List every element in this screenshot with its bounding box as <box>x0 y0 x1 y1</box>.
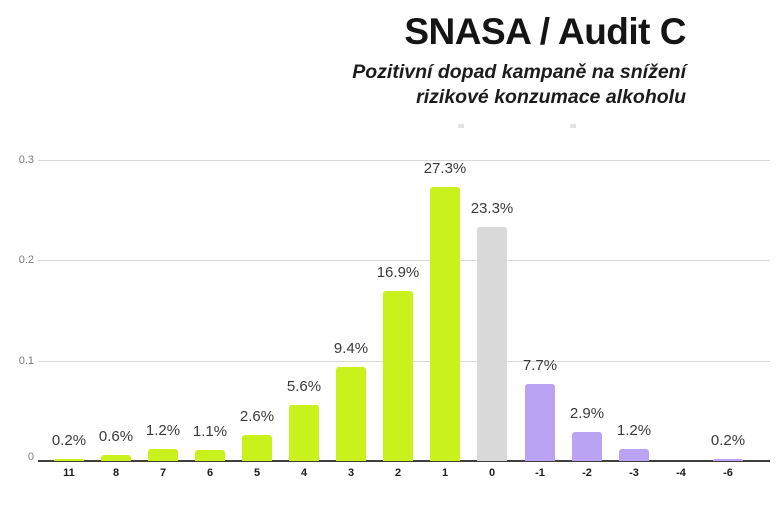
bar <box>54 459 84 461</box>
page-title: SNASA / Audit C <box>404 11 686 52</box>
y-tick-label: 0.1 <box>18 354 34 367</box>
x-tick-label: 0 <box>488 467 496 479</box>
bar <box>525 384 555 461</box>
x-tick-label: -2 <box>582 467 592 479</box>
x-tick-label: 6 <box>206 467 214 479</box>
bar <box>148 449 178 461</box>
gridline <box>38 260 770 261</box>
x-tick-label: -6 <box>723 467 733 479</box>
x-tick-label: 8 <box>112 467 120 479</box>
bar-value-label: 23.3% <box>470 200 514 217</box>
bar-value-label: 7.7% <box>522 357 558 374</box>
x-tick-label: 7 <box>159 467 167 479</box>
x-tick-label: -4 <box>676 467 686 479</box>
bar-value-label: 1.2% <box>145 422 181 439</box>
y-tick-label: 0 <box>27 451 34 463</box>
x-tick-label: -3 <box>629 467 639 479</box>
bar-value-label: 2.9% <box>569 405 605 422</box>
x-tick-label: 2 <box>394 467 402 479</box>
legend <box>0 124 778 132</box>
y-tick-label: 0.2 <box>18 254 34 267</box>
bar-value-label: 0.2% <box>51 432 87 449</box>
bar <box>195 450 225 461</box>
bar <box>572 432 602 461</box>
bar <box>713 459 743 461</box>
legend-mark-icon <box>458 124 464 128</box>
bar-value-label: 1.1% <box>192 423 228 440</box>
chart-header: SNASA / Audit C Pozitivní dopad kampaně … <box>352 11 686 111</box>
x-tick-label: 1 <box>441 467 449 479</box>
x-axis-line <box>38 460 770 462</box>
x-tick-label: 11 <box>63 467 75 479</box>
chart-subtitle: Pozitivní dopad kampaně na snížení rizik… <box>352 60 686 111</box>
bar-value-label: 0.2% <box>710 432 746 449</box>
x-tick-label: 5 <box>253 467 261 479</box>
bar <box>336 367 366 461</box>
bar-value-label: 9.4% <box>333 340 369 357</box>
x-tick-label: 3 <box>347 467 355 479</box>
legend-mark-icon <box>570 124 576 128</box>
bar <box>383 291 413 461</box>
bar <box>477 227 507 461</box>
bar-value-label: 5.6% <box>286 378 322 395</box>
bar-value-label: 16.9% <box>376 264 420 281</box>
gridline <box>38 160 770 161</box>
chart-subtitle-line-1: Pozitivní dopad kampaně na snížení <box>352 60 686 83</box>
chart-subtitle-line-2: rizikové konzumace alkoholu <box>416 86 686 109</box>
x-tick-label: 4 <box>300 467 308 479</box>
bar <box>289 405 319 461</box>
x-tick-label: -1 <box>535 467 545 479</box>
bar <box>430 187 460 461</box>
bar-value-label: 2.6% <box>239 408 275 425</box>
bar <box>619 449 649 461</box>
y-tick-label: 0.3 <box>18 154 34 166</box>
bar <box>242 435 272 461</box>
bar-value-label: 27.3% <box>423 160 467 177</box>
bar <box>101 455 131 461</box>
bar-value-label: 0.6% <box>98 428 134 445</box>
bar-value-label: 1.2% <box>616 422 652 439</box>
